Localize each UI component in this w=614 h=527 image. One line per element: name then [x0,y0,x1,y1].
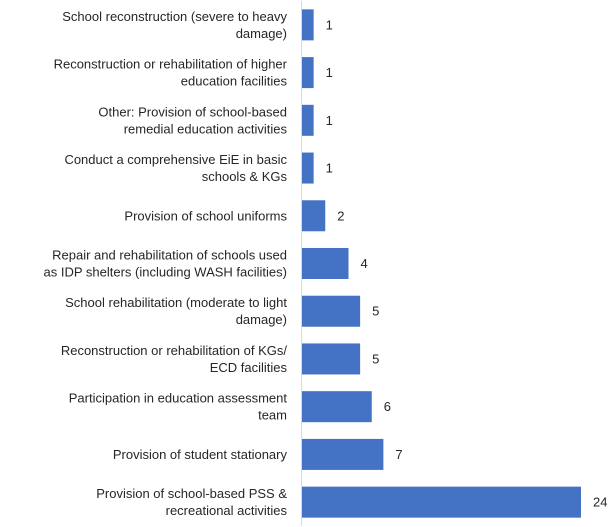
bar-5 [302,248,349,279]
bar-8 [302,391,372,423]
data-label-3: 1 [326,161,333,176]
category-label-line: School rehabilitation (moderate to light [65,295,287,310]
data-label-2: 1 [326,113,333,128]
category-label-7: Reconstruction or rehabilitation of KGs/… [61,343,288,375]
bar-9 [302,438,384,470]
category-label-6: School rehabilitation (moderate to light… [65,295,287,327]
category-labels-layer: School reconstruction (severe to heavy da… [44,9,288,518]
category-label-line: recreational activities [166,503,288,518]
bar-6 [302,295,361,327]
data-label-6: 5 [372,304,379,319]
data-label-5: 4 [361,256,368,271]
category-label-line: damage) [236,26,287,41]
data-label-8: 6 [384,399,391,414]
category-label-4: Provision of school uniforms [124,208,287,223]
bar-10 [302,486,581,518]
category-label-8: Participation in education assessment tea… [69,391,288,423]
category-label-2: Other: Provision of school-based remedial… [98,104,287,136]
data-label-0: 1 [326,17,333,32]
category-label-line: Reconstruction or rehabilitation of high… [54,57,288,72]
category-label-line: Reconstruction or rehabilitation of KGs/ [61,343,288,358]
category-label-line: Conduct a comprehensive EiE in basic [64,152,287,167]
category-label-line: education facilities [181,74,288,89]
data-label-7: 5 [372,351,379,366]
category-label-line: Provision of school uniforms [124,208,287,223]
category-label-line: remedial education activities [124,121,288,136]
bar-1 [302,57,314,89]
category-label-line: as IDP shelters (including WASH faciliti… [44,265,287,280]
category-label-line: School reconstruction (severe to heavy [62,9,287,24]
data-label-4: 2 [337,208,344,223]
data-label-9: 7 [395,447,402,462]
data-label-10: 24 [593,495,607,510]
category-label-line: Repair and rehabilitation of schools use… [52,248,287,263]
category-label-line: damage) [236,312,287,327]
category-label-line: Provision of student stationary [113,447,288,462]
category-label-5: Repair and rehabilitation of schools use… [44,248,287,280]
bar-0 [302,9,314,41]
data-label-1: 1 [326,65,333,80]
category-label-line: ECD facilities [210,360,288,375]
category-label-line: schools & KGs [202,169,288,184]
bar-7 [302,343,361,375]
category-label-1: Reconstruction or rehabilitation of high… [54,57,288,89]
category-label-line: Participation in education assessment [69,391,288,406]
category-label-line: team [258,408,287,423]
category-label-3: Conduct a comprehensive EiE in basic scho… [64,152,287,184]
bars-layer [302,9,581,518]
category-label-line: Provision of school-based PSS & [96,486,287,501]
category-label-0: School reconstruction (severe to heavy da… [62,9,287,41]
bar-4 [302,200,326,232]
bar-2 [302,104,314,136]
category-label-9: Provision of student stationary [113,447,288,462]
bar-3 [302,152,314,184]
category-label-line: Other: Provision of school-based [98,104,287,119]
category-label-10: Provision of school-based PSS & recreatio… [96,486,287,518]
